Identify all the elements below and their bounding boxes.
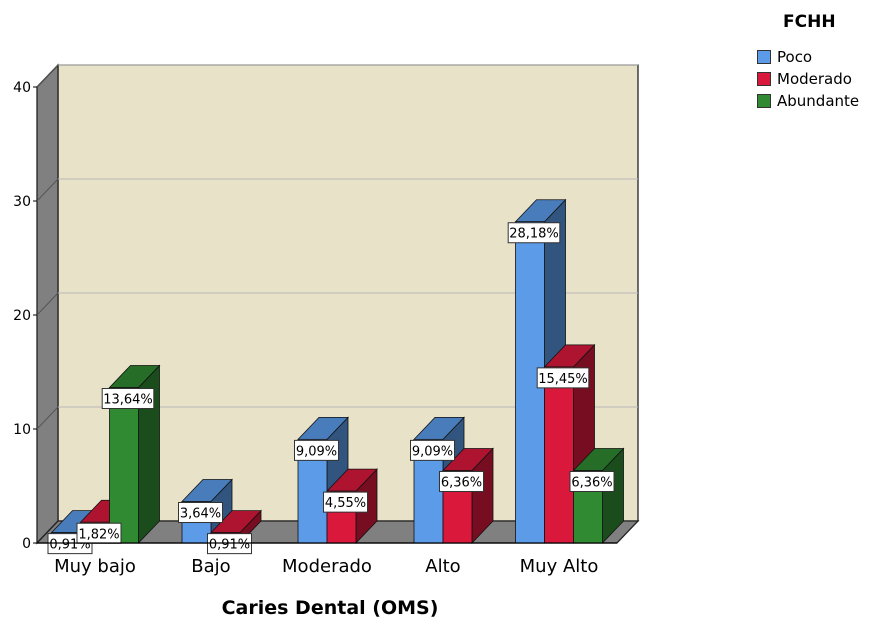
legend-label-moderado: Moderado: [777, 70, 852, 88]
bar-moderado: [544, 366, 574, 544]
x-tick-label: Muy bajo: [54, 556, 136, 577]
data-label-box: [536, 367, 590, 389]
legend-label-abundante: Abundante: [777, 92, 860, 110]
legend-swatch-moderado: [757, 72, 771, 86]
bar-abundante: [109, 387, 139, 544]
gridline-side: [36, 64, 59, 88]
data-label: 6,36%: [441, 475, 482, 490]
data-label: 0,91%: [209, 538, 250, 553]
data-label-box: [569, 470, 615, 492]
data-label: 6,36%: [571, 475, 612, 490]
y-tick-label: 40: [13, 80, 31, 96]
gridline-side: [36, 178, 59, 202]
data-label: 9,09%: [296, 444, 337, 459]
legend-item-moderado: Moderado: [757, 68, 859, 90]
data-label: 9,09%: [412, 444, 453, 459]
data-label: 1,82%: [78, 527, 119, 542]
data-label: 4,55%: [325, 496, 366, 511]
y-tick-label: 20: [13, 308, 31, 324]
x-tick-label: Alto: [425, 556, 460, 577]
legend-item-poco: Poco: [757, 46, 859, 68]
legend-label-poco: Poco: [777, 48, 813, 66]
legend-swatch-abundante: [757, 94, 771, 108]
data-label: 13,64%: [103, 393, 153, 408]
gridline-side: [36, 292, 59, 316]
legend-item-abundante: Abundante: [757, 90, 859, 112]
legend-swatch-poco: [757, 50, 771, 64]
y-tick-label: 30: [13, 194, 31, 210]
x-tick-label: Muy Alto: [520, 556, 599, 577]
legend-title: FCHH: [783, 12, 836, 32]
data-label-box: [410, 439, 455, 461]
data-label-box: [178, 502, 223, 524]
x-tick-label: Moderado: [282, 556, 372, 577]
data-label: 28,18%: [509, 227, 559, 242]
data-label-box: [294, 439, 339, 461]
data-label-box: [439, 470, 484, 492]
data-label: 15,45%: [538, 372, 588, 387]
data-label: 3,64%: [180, 507, 221, 522]
data-label-box: [507, 222, 561, 244]
gridline-side: [36, 406, 59, 430]
y-tick-label: 0: [22, 536, 31, 552]
data-label-box: [101, 388, 155, 410]
data-label-box: [323, 491, 368, 513]
x-tick-label: Bajo: [191, 556, 230, 577]
x-axis-title: Caries Dental (OMS): [221, 597, 439, 619]
y-tick-label: 10: [13, 422, 31, 438]
legend: FCHH Poco Moderado Abundante: [757, 12, 859, 112]
